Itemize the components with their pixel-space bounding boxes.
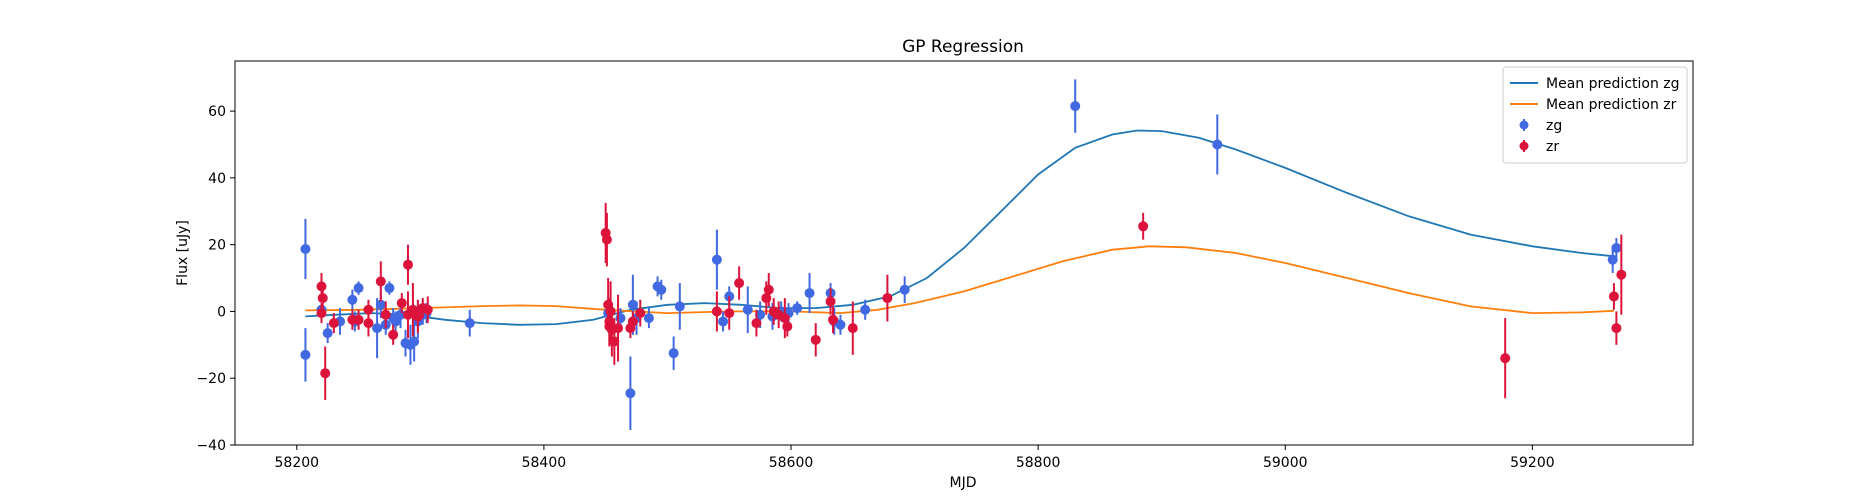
legend-swatch-zg (1519, 120, 1529, 130)
data-point-zr (711, 306, 722, 317)
data-point-zr (1138, 221, 1149, 232)
y-axis: −40 −20 0 20 40 60 (196, 104, 235, 454)
x-tick-label: 58600 (769, 455, 814, 471)
x-axis: 58200 58400 58600 58800 59000 59200 (275, 445, 1555, 471)
legend-label-mean-prediction-zr: Mean prediction zr (1546, 97, 1677, 113)
x-axis-label: MJD (950, 475, 977, 491)
x-tick-label: 58200 (275, 455, 320, 471)
data-point-zg (409, 336, 420, 347)
y-tick-label: −20 (196, 371, 226, 387)
data-point-zr (847, 323, 858, 334)
data-point-zg (656, 284, 667, 295)
legend: Mean prediction zg Mean prediction zr zg zr (1502, 66, 1688, 164)
data-point-zg (742, 304, 753, 315)
data-point-zg (615, 313, 626, 324)
data-point-zr (375, 276, 386, 287)
data-point-zg (625, 388, 636, 399)
data-point-zg (300, 243, 311, 254)
data-point-zg (674, 301, 685, 312)
data-point-zg (668, 348, 679, 359)
data-point-zg (384, 283, 395, 294)
legend-label-zr: zr (1546, 139, 1559, 155)
data-point-zr (724, 308, 735, 319)
data-point-zg (395, 309, 406, 320)
data-point-zr (763, 284, 774, 295)
data-point-zg (1611, 242, 1622, 253)
data-point-zr (601, 234, 612, 245)
data-point-zg (718, 316, 729, 327)
data-point-zr (734, 278, 745, 289)
data-point-zg (899, 284, 910, 295)
data-point-zr (328, 318, 339, 329)
data-point-zg (1607, 254, 1618, 265)
data-point-zg (372, 323, 383, 334)
y-tick-label: 40 (208, 171, 226, 187)
data-point-zr (751, 318, 762, 329)
data-point-zg (300, 349, 311, 360)
data-point-zg (643, 313, 654, 324)
data-point-zg (835, 319, 846, 330)
data-point-zr (353, 314, 364, 325)
data-point-zr (882, 293, 893, 304)
chart-title: GP Regression (902, 37, 1024, 57)
data-point-zr (613, 323, 624, 334)
x-tick-label: 58800 (1016, 455, 1061, 471)
x-tick-label: 59000 (1263, 455, 1308, 471)
data-point-zr (810, 334, 821, 345)
data-point-zg (1212, 139, 1223, 150)
data-point-zg (755, 309, 766, 320)
legend-box (1502, 66, 1688, 164)
plot-area (300, 79, 1627, 430)
data-point-zg (464, 318, 475, 329)
data-point-zg (792, 303, 803, 314)
data-point-zr (320, 368, 331, 379)
plot-frame (234, 60, 1694, 446)
data-point-zr (396, 298, 407, 309)
data-point-zr (402, 259, 413, 270)
data-point-zg (627, 299, 638, 310)
y-tick-label: 20 (208, 238, 226, 254)
series-zg-points (300, 79, 1622, 430)
legend-swatch-zr (1519, 141, 1529, 151)
data-point-zg (353, 283, 364, 294)
legend-label-mean-prediction-zg: Mean prediction zg (1546, 76, 1680, 92)
y-tick-label: 0 (217, 304, 226, 320)
data-point-zr (316, 281, 327, 292)
data-point-zr (609, 336, 620, 347)
data-point-zr (1608, 291, 1619, 302)
data-point-zg (1070, 101, 1081, 112)
data-point-zr (388, 329, 399, 340)
data-point-zr (380, 309, 391, 320)
data-point-zr (1616, 269, 1627, 280)
data-point-zr (1611, 323, 1622, 334)
data-point-zr (422, 304, 433, 315)
y-tick-label: −40 (196, 438, 226, 454)
data-point-zg (711, 254, 722, 265)
data-point-zr (825, 296, 836, 307)
data-point-zr (412, 311, 423, 322)
data-point-zr (635, 308, 646, 319)
data-point-zr (317, 293, 328, 304)
y-axis-label: Flux [uJy] (175, 220, 191, 286)
data-point-zr (316, 308, 327, 319)
y-tick-label: 60 (208, 104, 226, 120)
data-point-zg (804, 288, 815, 299)
data-point-zr (828, 314, 839, 325)
data-point-zr (1500, 353, 1511, 364)
series-zr-points (316, 202, 1627, 400)
data-point-zg (375, 299, 386, 310)
data-point-zr (605, 306, 616, 317)
data-point-zr (363, 318, 374, 329)
data-point-zg (860, 304, 871, 315)
series-line-mean-prediction-zr (305, 245, 1614, 315)
data-point-zg (322, 328, 333, 339)
data-point-zg (347, 294, 358, 305)
x-tick-label: 58400 (522, 455, 567, 471)
legend-label-zg: zg (1546, 118, 1562, 134)
data-point-zr (627, 316, 638, 327)
x-tick-label: 59200 (1510, 455, 1555, 471)
data-point-zr (782, 321, 793, 332)
